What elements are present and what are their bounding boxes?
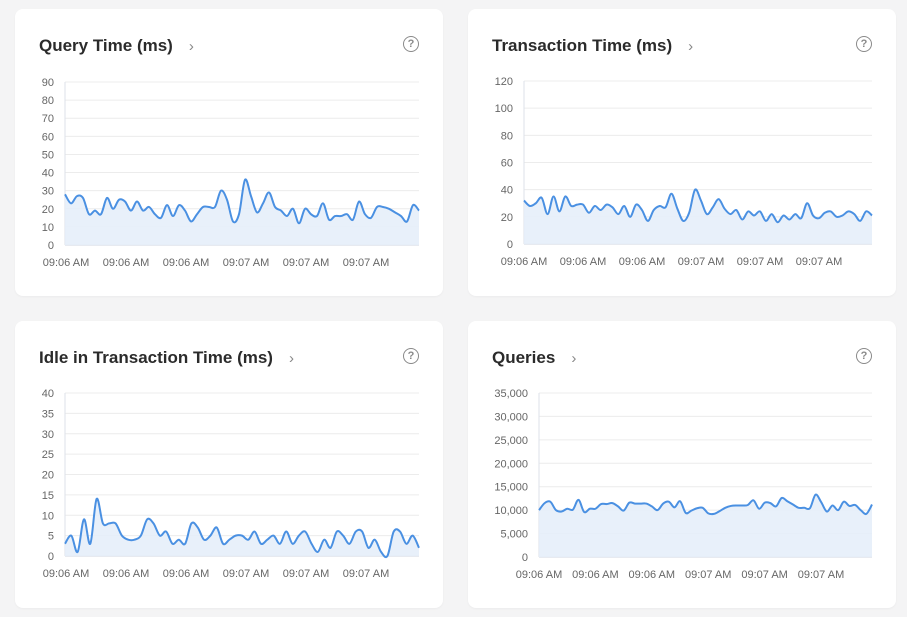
x-tick-label: 09:07 AM bbox=[678, 256, 724, 268]
card-title-text: Queries bbox=[492, 348, 556, 367]
y-tick-label: 40 bbox=[42, 388, 54, 400]
y-tick-label: 15 bbox=[42, 490, 54, 502]
y-tick-label: 10 bbox=[42, 222, 54, 234]
series-area bbox=[65, 498, 419, 558]
x-tick-label: 09:07 AM bbox=[796, 256, 842, 268]
card-title: Queries › bbox=[492, 348, 576, 368]
y-tick-label: 0 bbox=[507, 239, 513, 251]
y-tick-label: 80 bbox=[42, 95, 54, 107]
x-tick-label: 09:07 AM bbox=[223, 568, 269, 580]
y-tick-label: 35,000 bbox=[494, 388, 528, 400]
y-tick-label: 90 bbox=[42, 77, 54, 89]
y-tick-label: 30 bbox=[42, 429, 54, 441]
y-tick-label: 35 bbox=[42, 408, 54, 420]
x-tick-label: 09:06 AM bbox=[501, 256, 547, 268]
queries-chart: 0 5,000 10,000 15,000 20,000 25,000 30,000 35,0… bbox=[494, 388, 873, 581]
y-tick-label: 80 bbox=[501, 130, 513, 142]
queries-card: Queries › ? 0 5,000 10,000 15,000 20,000 25,00… bbox=[468, 321, 896, 608]
query-time-chart: 0 10 20 30 40 50 60 70 80 90 09:06 AM 09:06 AM 09:06… bbox=[42, 77, 420, 269]
x-tick-label: 09:06 AM bbox=[103, 257, 149, 269]
y-tick-label: 5 bbox=[48, 531, 54, 543]
card-title: Idle in Transaction Time (ms) › bbox=[39, 348, 294, 368]
x-tick-label: 09:07 AM bbox=[343, 257, 389, 269]
y-tick-label: 60 bbox=[42, 131, 54, 143]
y-tick-label: 25,000 bbox=[494, 435, 528, 447]
y-tick-label: 100 bbox=[495, 103, 513, 115]
transaction-time-chart: 0 20 40 60 80 100 120 09:06 AM 09:06 AM 09:06 AM 0… bbox=[495, 76, 873, 268]
card-title: Transaction Time (ms) › bbox=[492, 36, 693, 56]
x-tick-label: 09:06 AM bbox=[572, 569, 618, 581]
y-tick-label: 40 bbox=[42, 168, 54, 180]
x-tick-label: 09:07 AM bbox=[741, 569, 787, 581]
chevron-right-icon[interactable]: › bbox=[188, 37, 194, 55]
y-tick-label: 0 bbox=[48, 240, 54, 252]
card-title-text: Transaction Time (ms) bbox=[492, 36, 673, 55]
chevron-right-icon[interactable]: › bbox=[688, 37, 694, 55]
x-tick-label: 09:07 AM bbox=[283, 568, 329, 580]
y-tick-label: 15,000 bbox=[494, 482, 528, 494]
y-tick-label: 20 bbox=[501, 212, 513, 224]
y-tick-label: 120 bbox=[495, 76, 513, 88]
series-line bbox=[523, 188, 873, 224]
card-title-text: Idle in Transaction Time (ms) bbox=[39, 348, 273, 367]
y-tick-label: 20,000 bbox=[494, 458, 528, 470]
x-tick-label: 09:07 AM bbox=[685, 569, 731, 581]
x-tick-label: 09:07 AM bbox=[283, 257, 329, 269]
series-line bbox=[538, 493, 873, 516]
x-tick-label: 09:06 AM bbox=[163, 257, 209, 269]
card-title: Query Time (ms) › bbox=[39, 36, 194, 56]
help-icon[interactable]: ? bbox=[856, 36, 872, 52]
y-tick-label: 70 bbox=[42, 113, 54, 125]
series-area bbox=[539, 494, 872, 557]
idle-in-transaction-card: Idle in Transaction Time (ms) › ? 0 5 10 15 2… bbox=[15, 321, 443, 608]
y-tick-label: 30,000 bbox=[494, 411, 528, 423]
help-icon[interactable]: ? bbox=[403, 348, 419, 364]
y-tick-label: 0 bbox=[522, 552, 528, 564]
x-tick-label: 09:07 AM bbox=[798, 569, 844, 581]
y-tick-label: 30 bbox=[42, 186, 54, 198]
y-tick-label: 10 bbox=[42, 510, 54, 522]
series-line bbox=[64, 497, 420, 559]
series-line bbox=[64, 178, 420, 225]
idle-in-transaction-chart: 0 5 10 15 20 25 30 35 40 09:06 AM 09:06 AM 09:06 AM… bbox=[42, 388, 420, 580]
x-tick-label: 09:07 AM bbox=[343, 568, 389, 580]
x-tick-label: 09:06 AM bbox=[516, 569, 562, 581]
y-tick-label: 10,000 bbox=[494, 505, 528, 517]
card-title-text: Query Time (ms) bbox=[39, 36, 173, 55]
help-icon[interactable]: ? bbox=[856, 348, 872, 364]
y-tick-label: 60 bbox=[501, 158, 513, 170]
x-tick-label: 09:06 AM bbox=[43, 568, 89, 580]
y-tick-label: 20 bbox=[42, 204, 54, 216]
y-tick-label: 20 bbox=[42, 470, 54, 482]
y-tick-label: 50 bbox=[42, 149, 54, 161]
x-tick-label: 09:06 AM bbox=[103, 568, 149, 580]
x-tick-label: 09:06 AM bbox=[43, 257, 89, 269]
y-tick-label: 40 bbox=[501, 185, 513, 197]
help-icon[interactable]: ? bbox=[403, 36, 419, 52]
series-area bbox=[524, 189, 872, 244]
chevron-right-icon[interactable]: › bbox=[288, 349, 294, 367]
x-tick-label: 09:06 AM bbox=[629, 569, 675, 581]
x-tick-label: 09:06 AM bbox=[560, 256, 606, 268]
x-tick-label: 09:06 AM bbox=[619, 256, 665, 268]
y-tick-label: 25 bbox=[42, 449, 54, 461]
chevron-right-icon[interactable]: › bbox=[571, 349, 577, 367]
x-tick-label: 09:06 AM bbox=[163, 568, 209, 580]
x-tick-label: 09:07 AM bbox=[737, 256, 783, 268]
y-tick-label: 5,000 bbox=[500, 529, 528, 541]
query-time-card: Query Time (ms) › ? 0 10 20 30 40 50 60 70 80 90 09… bbox=[15, 9, 443, 296]
series-area bbox=[65, 179, 419, 245]
x-tick-label: 09:07 AM bbox=[223, 257, 269, 269]
y-tick-label: 0 bbox=[48, 551, 54, 563]
transaction-time-card: Transaction Time (ms) › ? 0 20 40 60 80 100 120… bbox=[468, 9, 896, 296]
